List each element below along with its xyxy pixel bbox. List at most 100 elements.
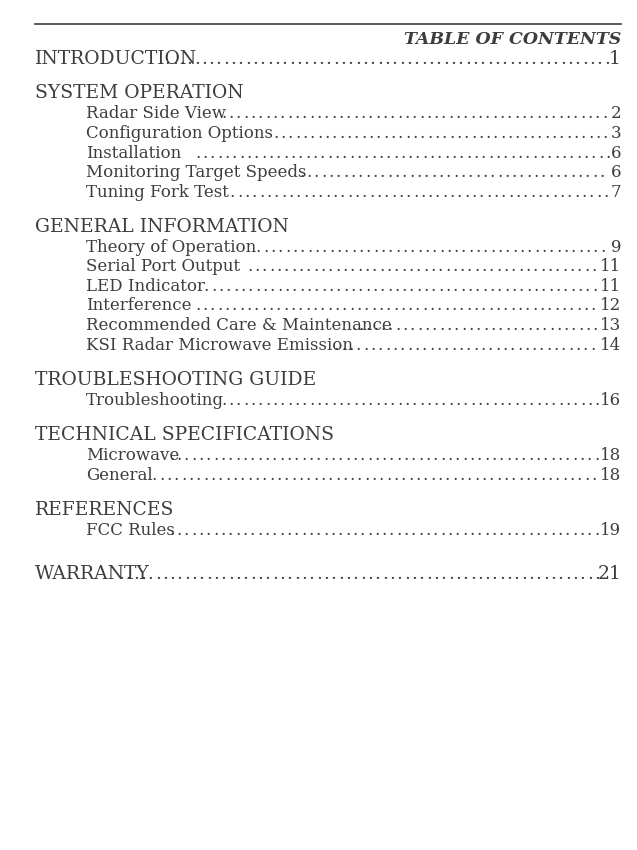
Text: .: .	[528, 447, 533, 464]
Text: .: .	[459, 467, 464, 484]
Text: .: .	[575, 50, 580, 69]
Text: .: .	[287, 105, 292, 122]
Text: .: .	[587, 447, 592, 464]
Text: .: .	[511, 467, 516, 484]
Text: .: .	[196, 467, 201, 484]
Text: .: .	[235, 447, 240, 464]
Text: .: .	[497, 239, 503, 256]
Text: .: .	[352, 564, 359, 583]
Text: .: .	[413, 50, 419, 69]
Text: .: .	[254, 298, 259, 314]
Text: .: .	[511, 258, 516, 275]
Text: .: .	[169, 522, 175, 539]
Text: .: .	[550, 522, 555, 539]
Text: .: .	[551, 392, 556, 409]
Text: .: .	[183, 522, 189, 539]
Text: .: .	[382, 105, 387, 122]
Text: .: .	[510, 337, 515, 354]
Text: 16: 16	[600, 392, 621, 409]
Text: .: .	[499, 105, 505, 122]
Text: .: .	[392, 337, 397, 354]
Text: .: .	[574, 184, 579, 201]
Text: .: .	[554, 298, 559, 314]
Text: .: .	[292, 239, 297, 256]
Text: .: .	[346, 105, 351, 122]
Text: .: .	[368, 105, 373, 122]
Text: .: .	[345, 447, 350, 464]
Text: .: .	[283, 144, 289, 162]
Text: .: .	[269, 258, 275, 275]
Text: .: .	[289, 50, 295, 69]
Text: .: .	[403, 522, 409, 539]
Text: .: .	[544, 125, 549, 142]
Text: .: .	[406, 184, 411, 201]
Text: .: .	[220, 564, 227, 583]
Text: .: .	[504, 278, 510, 295]
Text: .: .	[455, 105, 461, 122]
Text: .: .	[321, 164, 326, 181]
Text: .: .	[213, 522, 218, 539]
Text: .: .	[162, 564, 168, 583]
Text: .: .	[361, 125, 366, 142]
Text: .: .	[456, 125, 461, 142]
Text: .: .	[545, 184, 550, 201]
Text: .: .	[478, 125, 483, 142]
Text: SYSTEM OPERATION: SYSTEM OPERATION	[35, 84, 244, 103]
Text: .: .	[554, 337, 559, 354]
Text: .: .	[468, 317, 473, 334]
Text: KSI Radar Microwave Emission: KSI Radar Microwave Emission	[86, 337, 353, 354]
Text: .: .	[600, 239, 605, 256]
Text: .: .	[580, 105, 585, 122]
Text: .: .	[276, 298, 281, 314]
Text: .: .	[398, 184, 403, 201]
Text: .: .	[341, 298, 347, 314]
Text: .: .	[195, 144, 201, 162]
Text: .: .	[417, 317, 422, 334]
Text: .: .	[314, 164, 319, 181]
Text: .: .	[335, 467, 340, 484]
Text: .: .	[308, 447, 313, 464]
Text: .: .	[370, 337, 376, 354]
Text: .: .	[273, 105, 278, 122]
Text: .: .	[294, 564, 300, 583]
Text: .: .	[382, 447, 387, 464]
Text: .: .	[572, 522, 577, 539]
Text: .: .	[210, 467, 215, 484]
Text: .: .	[356, 144, 362, 162]
Text: .: .	[441, 105, 446, 122]
Text: .: .	[359, 317, 364, 334]
Text: .: .	[243, 564, 248, 583]
Text: .: .	[344, 239, 349, 256]
Text: .: .	[358, 164, 363, 181]
Text: .: .	[338, 105, 343, 122]
Text: .: .	[210, 144, 215, 162]
Text: .: .	[430, 467, 435, 484]
Text: .: .	[578, 239, 583, 256]
Text: .: .	[482, 258, 487, 275]
Text: .: .	[286, 522, 292, 539]
Text: .: .	[342, 467, 347, 484]
Text: .: .	[541, 317, 547, 334]
Text: .: .	[378, 337, 383, 354]
Text: .: .	[505, 239, 510, 256]
Text: .: .	[555, 278, 561, 295]
Text: .: .	[489, 258, 494, 275]
Text: .: .	[356, 298, 362, 314]
Text: .: .	[519, 278, 524, 295]
Text: .: .	[573, 392, 578, 409]
Text: .: .	[265, 105, 270, 122]
Text: .: .	[237, 184, 242, 201]
Text: Radar Side View: Radar Side View	[86, 105, 226, 122]
Text: .: .	[263, 239, 268, 256]
Text: .: .	[417, 164, 422, 181]
Text: .: .	[505, 317, 510, 334]
Text: .: .	[483, 317, 488, 334]
Text: .: .	[284, 278, 290, 295]
Text: .: .	[422, 298, 427, 314]
Text: .: .	[333, 184, 338, 201]
Text: .: .	[289, 184, 294, 201]
Text: .: .	[530, 184, 535, 201]
Text: .: .	[301, 522, 306, 539]
Text: .: .	[361, 105, 366, 122]
Text: .: .	[455, 392, 461, 409]
